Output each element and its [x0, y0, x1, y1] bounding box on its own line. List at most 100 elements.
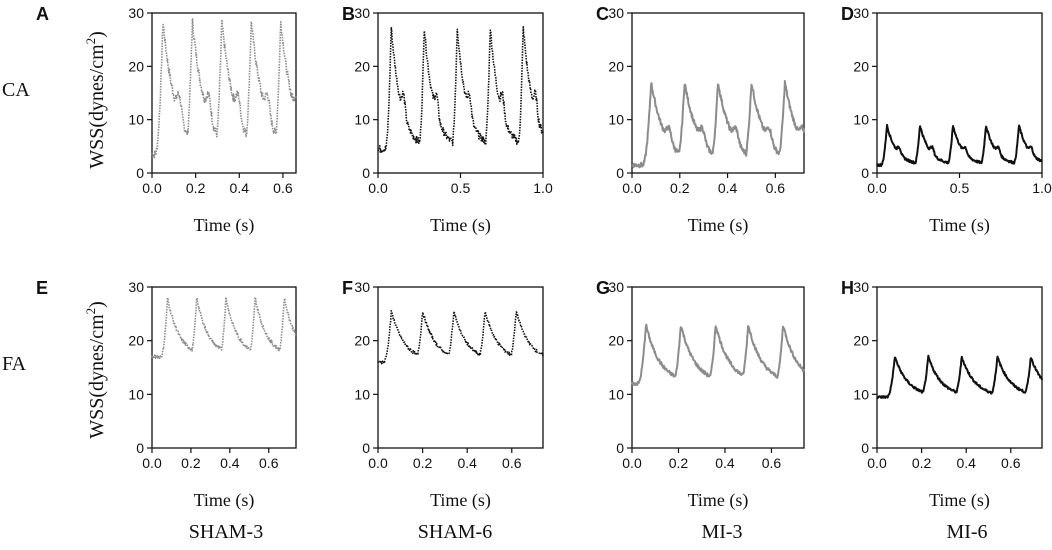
plot-frame — [151, 286, 297, 449]
wss-series-line — [631, 79, 805, 169]
panel-d: D 0 10 20 30 0.0 0.5 1.0 Time (s) — [841, 4, 1052, 236]
panel-letter-e: E — [36, 278, 48, 298]
panel-h: H 0 10 20 30 0.0 0.2 0.4 0.6 Time (s) — [841, 278, 1043, 511]
wss-series-line — [876, 123, 1043, 168]
x-tick-label: 0.2 — [181, 455, 201, 471]
x-tick-label: 0.0 — [142, 455, 162, 471]
y-tick-label: 20 — [354, 333, 370, 349]
wss-series-line — [151, 18, 297, 159]
x-tick-label: 0.4 — [457, 455, 477, 471]
x-axis-title: Time (s) — [688, 215, 749, 236]
y-tick-label: 20 — [608, 58, 624, 74]
y-axis-title-top: WSS(dynes/cm2) — [83, 31, 108, 169]
y-tick-label: 10 — [128, 112, 144, 128]
x-tick-label: 1.0 — [533, 180, 553, 196]
x-tick-label: 0.4 — [220, 455, 240, 471]
x-axis-title: Time (s) — [194, 215, 255, 236]
y-tick-label: 10 — [853, 386, 869, 402]
y-axis-title-bottom: WSS(dynes/cm2) — [83, 301, 108, 439]
y-axis-title-bottom-sup: 2 — [83, 308, 98, 315]
panel-g: G 0 10 20 30 0.0 0.2 0.4 0.6 Time (s) — [596, 278, 805, 511]
x-tick-label: 0.2 — [669, 455, 689, 471]
x-tick-label: 0.6 — [259, 455, 279, 471]
panel-a: A 0 10 20 30 0.0 0.2 0.4 0.6 Time (s) — [36, 4, 297, 236]
y-tick-label: 0 — [861, 165, 869, 181]
y-axis-title-top-main: WSS(dynes/cm — [86, 44, 108, 169]
x-tick-label: 0.5 — [950, 180, 970, 196]
panel-letter-h: H — [841, 278, 854, 298]
y-tick-label: 30 — [354, 5, 370, 21]
column-label-sham-3: SHAM-3 — [189, 521, 263, 543]
y-tick-label: 0 — [616, 440, 624, 456]
y-tick-label: 30 — [128, 5, 144, 21]
panel-c: C 0 10 20 30 0.0 0.2 0.4 0.6 Time (s) — [596, 4, 805, 236]
plot-frame — [151, 12, 297, 174]
y-tick-label: 20 — [853, 58, 869, 74]
y-tick-label: 30 — [608, 279, 624, 295]
y-tick-label: 10 — [354, 386, 370, 402]
y-tick-label: 10 — [608, 112, 624, 128]
x-tick-label: 0.0 — [867, 455, 887, 471]
y-tick-label: 30 — [128, 279, 144, 295]
x-axis-title: Time (s) — [194, 490, 255, 511]
x-tick-label: 0.6 — [1001, 455, 1021, 471]
plot-frame — [876, 286, 1043, 449]
y-tick-label: 20 — [128, 333, 144, 349]
x-axis-title: Time (s) — [430, 215, 491, 236]
wss-series-line — [377, 310, 544, 365]
y-tick-label: 20 — [608, 333, 624, 349]
x-tick-label: 0.2 — [186, 180, 206, 196]
y-tick-label: 0 — [362, 165, 370, 181]
y-tick-label: 30 — [853, 5, 869, 21]
x-tick-label: 0.4 — [230, 180, 250, 196]
x-axis-title: Time (s) — [430, 490, 491, 511]
y-tick-label: 0 — [861, 440, 869, 456]
plot-frame — [631, 286, 805, 449]
panel-letter-a: A — [36, 4, 49, 24]
x-tick-label: 0.0 — [622, 455, 642, 471]
y-tick-label: 0 — [616, 165, 624, 181]
x-tick-label: 0.4 — [715, 455, 735, 471]
x-tick-label: 1.0 — [1032, 180, 1052, 196]
x-tick-label: 0.0 — [622, 180, 642, 196]
x-tick-label: 0.0 — [867, 180, 887, 196]
panel-letter-c: C — [596, 4, 609, 24]
x-tick-label: 0.6 — [273, 180, 293, 196]
plot-frame — [631, 12, 805, 174]
x-axis-title: Time (s) — [929, 490, 990, 511]
y-tick-label: 20 — [128, 58, 144, 74]
column-label-sham-6: SHAM-6 — [418, 521, 492, 543]
panel-f: F 0 10 20 30 0.0 0.2 0.4 0.6 Time (s) — [342, 278, 544, 511]
y-tick-label: 30 — [608, 5, 624, 21]
plot-frame — [377, 286, 544, 449]
x-tick-label: 0.0 — [368, 455, 388, 471]
y-axis-title-top-sup: 2 — [83, 38, 98, 45]
x-tick-label: 0.4 — [718, 180, 738, 196]
row-label-ca: CA — [2, 79, 30, 101]
y-axis-title-top-close: ) — [86, 31, 108, 38]
column-label-mi-3: MI-3 — [701, 521, 742, 543]
x-axis-title: Time (s) — [688, 490, 749, 511]
panel-letter-d: D — [841, 4, 854, 24]
wss-series-line — [876, 354, 1043, 400]
y-tick-label: 10 — [853, 112, 869, 128]
x-tick-label: 0.6 — [502, 455, 522, 471]
x-tick-label: 0.6 — [766, 180, 786, 196]
panel-b: B 0 10 20 30 0.0 0.5 1.0 Time (s) — [342, 4, 553, 236]
y-tick-label: 10 — [608, 386, 624, 402]
panel-letter-g: G — [596, 278, 610, 298]
y-tick-label: 30 — [853, 279, 869, 295]
plot-frame — [377, 12, 544, 174]
x-axis-title: Time (s) — [929, 215, 990, 236]
panel-letter-f: F — [342, 278, 353, 298]
x-tick-label: 0.2 — [670, 180, 690, 196]
x-tick-label: 0.4 — [956, 455, 976, 471]
y-axis-title-bottom-main: WSS(dynes/cm — [86, 314, 108, 439]
x-tick-label: 0.6 — [762, 455, 782, 471]
y-tick-label: 0 — [136, 440, 144, 456]
x-tick-label: 0.0 — [368, 180, 388, 196]
wss-series-line — [377, 25, 544, 153]
x-tick-label: 0.2 — [912, 455, 932, 471]
y-tick-label: 20 — [853, 333, 869, 349]
